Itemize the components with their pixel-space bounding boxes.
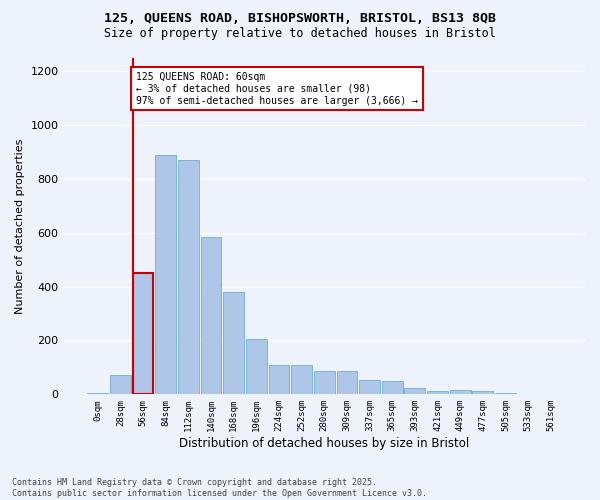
Bar xyxy=(495,393,516,394)
Bar xyxy=(291,364,312,394)
Bar xyxy=(404,388,425,394)
Bar xyxy=(200,236,221,394)
Bar xyxy=(472,391,493,394)
Bar xyxy=(337,372,358,394)
Bar xyxy=(359,380,380,394)
Text: 125, QUEENS ROAD, BISHOPSWORTH, BRISTOL, BS13 8QB: 125, QUEENS ROAD, BISHOPSWORTH, BRISTOL,… xyxy=(104,12,496,26)
Bar xyxy=(110,376,131,394)
Bar xyxy=(87,393,108,394)
Bar xyxy=(314,372,335,394)
Bar xyxy=(223,292,244,394)
Bar xyxy=(427,391,448,394)
Bar xyxy=(133,273,154,394)
Text: 125 QUEENS ROAD: 60sqm
← 3% of detached houses are smaller (98)
97% of semi-deta: 125 QUEENS ROAD: 60sqm ← 3% of detached … xyxy=(136,72,418,106)
Text: Contains HM Land Registry data © Crown copyright and database right 2025.
Contai: Contains HM Land Registry data © Crown c… xyxy=(12,478,427,498)
Text: Size of property relative to detached houses in Bristol: Size of property relative to detached ho… xyxy=(104,28,496,40)
Bar xyxy=(178,160,199,394)
Bar xyxy=(450,390,470,394)
Bar xyxy=(269,364,289,394)
Bar xyxy=(155,154,176,394)
X-axis label: Distribution of detached houses by size in Bristol: Distribution of detached houses by size … xyxy=(179,437,469,450)
Bar xyxy=(246,339,267,394)
Bar xyxy=(382,381,403,394)
Y-axis label: Number of detached properties: Number of detached properties xyxy=(15,138,25,314)
